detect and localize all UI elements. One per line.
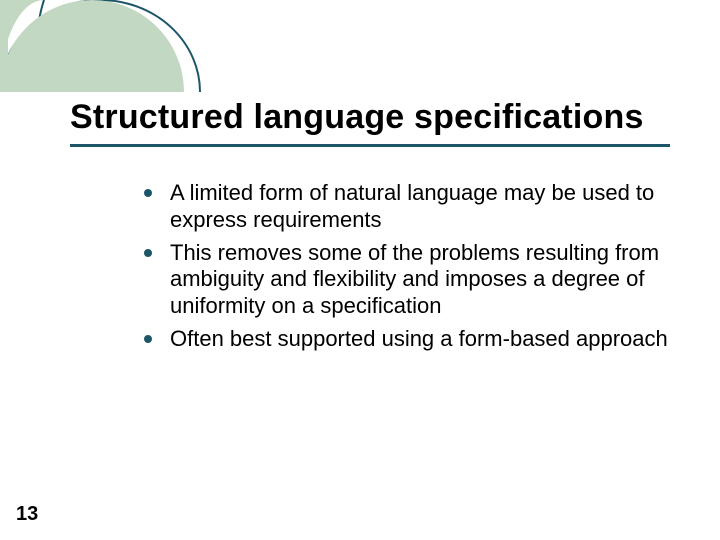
bullet-item: A limited form of natural language may b… bbox=[140, 180, 670, 234]
title-underline bbox=[70, 144, 670, 147]
slide-root: Structured language specifications A lim… bbox=[0, 0, 720, 540]
bullet-list: A limited form of natural language may b… bbox=[140, 180, 670, 353]
bullet-item: Often best supported using a form-based … bbox=[140, 326, 670, 353]
slide-title: Structured language specifications bbox=[70, 98, 644, 137]
bullet-item: This removes some of the problems result… bbox=[140, 240, 670, 320]
slide-content: A limited form of natural language may b… bbox=[140, 180, 670, 359]
page-number: 13 bbox=[16, 503, 38, 526]
